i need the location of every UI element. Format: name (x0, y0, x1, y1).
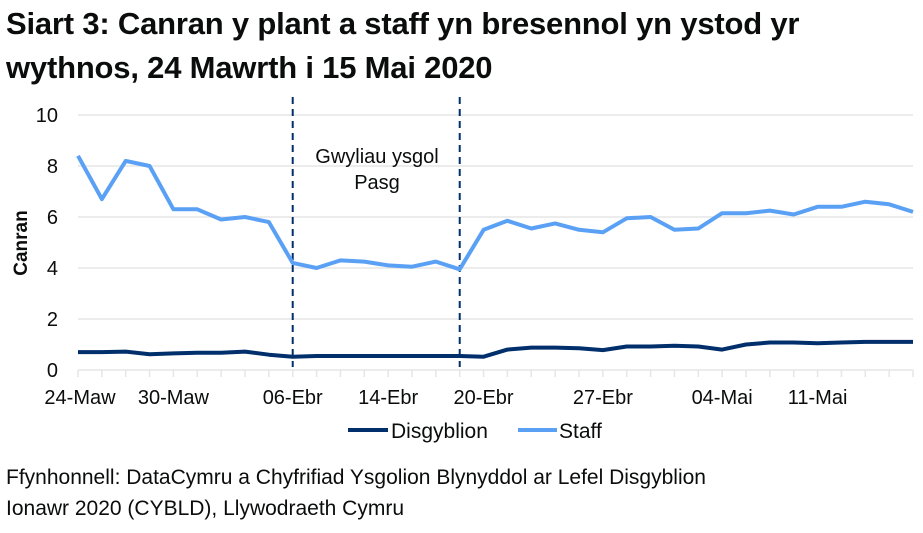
x-tick-label: 04-Mai (692, 387, 753, 409)
legend-disgyblion-label: Disgyblion (391, 420, 488, 443)
annotation-line1: Gwyliau ysgol (315, 146, 438, 168)
easter-holiday-markers (291, 97, 461, 367)
x-tick-label: 27-Ebr (573, 387, 633, 409)
x-tick-label: 24-Maw (44, 387, 116, 409)
y-axis-label: Canran (11, 210, 32, 275)
x-tick-label: 06-Ebr (263, 387, 323, 409)
x-tick-label: 30-Maw (138, 387, 210, 409)
x-tick-label: 20-Ebr (454, 387, 514, 409)
y-tick-label: 4 (47, 258, 58, 280)
x-tick-label: 11-Mai (788, 387, 848, 409)
y-tick-label: 0 (47, 360, 58, 382)
legend: Disgyblion Staff (348, 420, 602, 443)
y-tick-label: 2 (47, 309, 58, 331)
chart-title: Siart 3: Canran y plant a staff yn brese… (6, 6, 800, 85)
annotation-line2: Pasg (354, 172, 400, 194)
x-tick-label: 14-Ebr (358, 387, 418, 409)
y-tick-label: 10 (36, 105, 58, 127)
source-line-2: Ionawr 2020 (CYBLD), Llywodraeth Cymru (6, 497, 404, 520)
x-axis-labels: 24-Maw 30-Maw 06-Ebr 14-Ebr 20-Ebr 27-Ebr 04-M… (44, 387, 847, 409)
gridlines (78, 114, 913, 371)
series-disgyblion-line (78, 339, 913, 359)
series-staff-line (76, 154, 914, 272)
source-line-1: Ffynhonnell: DataCymru a Chyfrifiad Ysgo… (6, 466, 706, 489)
y-tick-label: 8 (47, 156, 58, 178)
y-axis-ticks: 0 2 4 6 8 10 (36, 105, 58, 382)
x-axis-ticks (77, 370, 914, 377)
source-note: Ffynhonnell: DataCymru a Chyfrifiad Ysgo… (6, 462, 706, 524)
legend-staff-label: Staff (559, 420, 602, 443)
y-tick-label: 6 (47, 207, 58, 229)
